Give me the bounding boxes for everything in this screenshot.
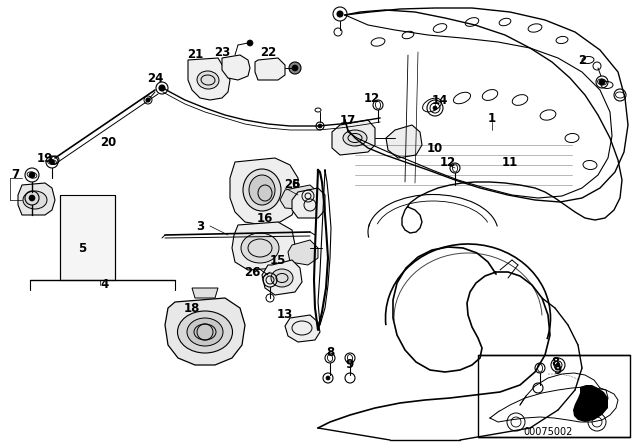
Text: 12: 12	[364, 92, 380, 105]
Text: 5: 5	[78, 241, 86, 254]
Circle shape	[29, 172, 35, 178]
Polygon shape	[262, 260, 302, 295]
Polygon shape	[232, 222, 295, 270]
Circle shape	[326, 376, 330, 380]
Text: 2: 2	[578, 53, 586, 66]
Circle shape	[50, 160, 54, 164]
Circle shape	[146, 98, 150, 102]
Ellipse shape	[23, 191, 47, 209]
Circle shape	[159, 85, 165, 91]
Ellipse shape	[241, 233, 279, 263]
Text: 16: 16	[257, 211, 273, 224]
Bar	[478, 355, 630, 437]
Text: 14: 14	[432, 94, 448, 107]
Ellipse shape	[177, 311, 232, 353]
Circle shape	[556, 363, 560, 367]
Ellipse shape	[343, 130, 367, 146]
Polygon shape	[188, 58, 230, 100]
Text: 18: 18	[184, 302, 200, 314]
Polygon shape	[18, 183, 55, 215]
Bar	[60, 195, 115, 280]
Text: 3: 3	[196, 220, 204, 233]
Ellipse shape	[271, 269, 293, 287]
Text: 11: 11	[502, 155, 518, 168]
Polygon shape	[255, 58, 285, 80]
Polygon shape	[386, 125, 422, 158]
Ellipse shape	[249, 175, 275, 205]
Circle shape	[29, 195, 35, 201]
Text: 23: 23	[214, 46, 230, 59]
Polygon shape	[280, 185, 318, 210]
Ellipse shape	[187, 318, 223, 346]
Text: 26: 26	[244, 266, 260, 279]
Text: 15: 15	[270, 254, 286, 267]
Text: 6: 6	[291, 178, 299, 191]
Text: 24: 24	[147, 72, 163, 85]
Text: 19: 19	[37, 151, 53, 164]
Text: 8: 8	[326, 345, 334, 358]
Text: 10: 10	[427, 142, 443, 155]
Circle shape	[289, 62, 301, 74]
Circle shape	[337, 11, 343, 17]
Circle shape	[433, 106, 437, 110]
Polygon shape	[332, 120, 375, 155]
Text: 25: 25	[284, 178, 300, 191]
Text: 8: 8	[551, 356, 559, 369]
Polygon shape	[230, 158, 298, 225]
Ellipse shape	[197, 71, 219, 89]
Ellipse shape	[243, 169, 281, 211]
Text: 21: 21	[187, 48, 203, 61]
Circle shape	[599, 79, 605, 85]
Text: 9: 9	[554, 363, 562, 376]
Polygon shape	[222, 55, 250, 80]
Polygon shape	[292, 188, 325, 218]
Polygon shape	[285, 315, 320, 342]
Circle shape	[292, 65, 298, 71]
Text: 22: 22	[260, 46, 276, 59]
Polygon shape	[165, 298, 245, 365]
Circle shape	[247, 40, 253, 46]
Text: 20: 20	[100, 135, 116, 148]
Text: 1: 1	[488, 112, 496, 125]
Text: 00075002: 00075002	[524, 427, 573, 437]
Text: 7: 7	[11, 168, 19, 181]
Text: 4: 4	[101, 279, 109, 292]
Text: 17: 17	[340, 113, 356, 126]
Circle shape	[318, 124, 322, 128]
Text: 9: 9	[346, 358, 354, 370]
Text: 13: 13	[277, 309, 293, 322]
Text: 12: 12	[440, 155, 456, 168]
Polygon shape	[192, 288, 218, 298]
Polygon shape	[573, 385, 608, 422]
Polygon shape	[288, 240, 318, 265]
